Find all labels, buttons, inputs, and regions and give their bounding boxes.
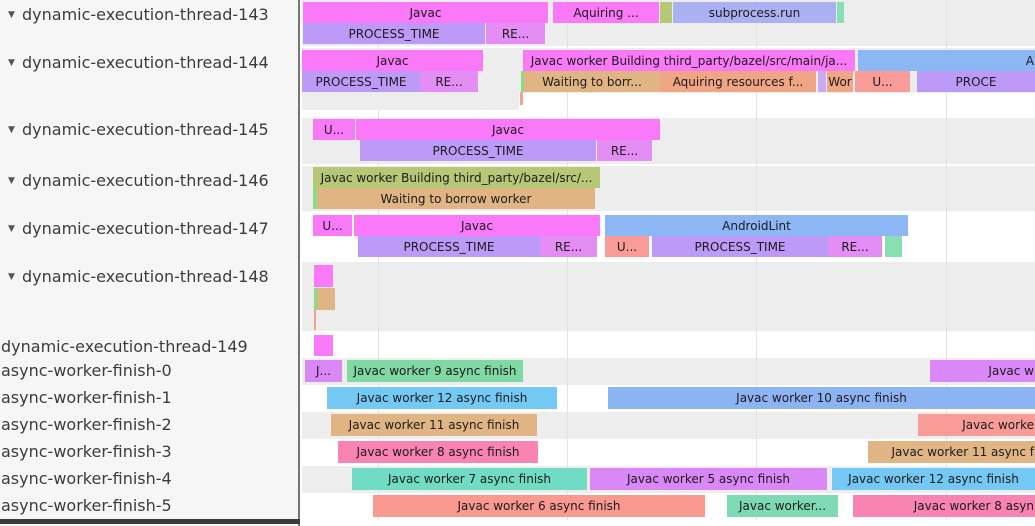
track-label-text: dynamic-execution-thread-145 — [22, 120, 269, 139]
time-gridline — [378, 0, 379, 520]
trace-event-bar[interactable]: Javac w — [930, 360, 1035, 382]
time-gridline — [567, 0, 568, 520]
trace-event-bar[interactable]: PROCESS_TIME — [652, 236, 828, 257]
track-band-dynamic-execution-thread-148 — [302, 262, 1035, 331]
track-label-async-worker-finish-1[interactable]: async-worker-finish-1 — [0, 388, 301, 407]
collapse-triangle-icon[interactable]: ▼ — [8, 271, 15, 282]
collapse-triangle-icon[interactable]: ▼ — [8, 223, 15, 234]
trace-event-bar[interactable]: Javac worker 8 async finish — [338, 441, 538, 463]
trace-event-bar[interactable]: Aquiring ... — [553, 2, 659, 23]
trace-event-sliver[interactable] — [818, 71, 826, 92]
trace-event-bar[interactable]: Javac worker Building third_party/bazel/… — [313, 167, 600, 188]
trace-event-bar[interactable]: Wor — [827, 71, 853, 92]
trace-event-bar[interactable]: Javac worker Building third_party/bazel/… — [523, 50, 855, 71]
collapse-triangle-icon[interactable]: ▼ — [8, 175, 15, 186]
trace-event-bar[interactable]: Javac — [354, 215, 600, 236]
trace-event-bar[interactable]: U... — [313, 215, 352, 236]
track-label-dynamic-execution-thread-149[interactable]: dynamic-execution-thread-149 — [0, 337, 301, 356]
trace-event-bar[interactable]: AndroidLint — [605, 215, 908, 236]
trace-event-bar[interactable]: RE... — [540, 236, 597, 257]
trace-tick-marker[interactable] — [314, 310, 316, 330]
trace-event-bar[interactable]: Javac worke — [918, 414, 1035, 436]
track-label-dynamic-execution-thread-146[interactable]: ▼ dynamic-execution-thread-146 — [0, 171, 300, 190]
trace-event-bar[interactable]: Waiting to borrow worker — [317, 188, 595, 209]
trace-event-bar[interactable]: Javac — [303, 2, 548, 23]
timeline-chart: Javac Aquiring ... subprocess.run PROCESS_T… — [302, 0, 1035, 526]
track-label-async-worker-finish-4[interactable]: async-worker-finish-4 — [0, 469, 301, 488]
trace-event-bar[interactable]: Javac — [302, 50, 483, 71]
track-label-text: dynamic-execution-thread-147 — [22, 219, 269, 238]
trace-event-sliver[interactable] — [837, 2, 844, 23]
trace-event-bar[interactable]: U... — [855, 71, 910, 92]
track-label-text: async-worker-finish-3 — [1, 442, 172, 461]
trace-event-bar[interactable]: PROCESS_TIME — [360, 140, 596, 161]
trace-event-bar[interactable]: Javac worker 9 async finish — [347, 360, 523, 382]
trace-event-bar[interactable]: RE... — [486, 23, 545, 44]
subtrack-strip — [302, 92, 519, 110]
trace-event-bar[interactable]: PROCE — [917, 71, 1035, 92]
track-label-dynamic-execution-thread-143[interactable]: ▼ dynamic-execution-thread-143 — [0, 5, 300, 24]
trace-event-bar[interactable]: Waiting to borr... — [524, 71, 660, 92]
trace-event-bar[interactable]: Javac worker 8 asyn — [853, 495, 1035, 517]
track-label-text: dynamic-execution-thread-149 — [1, 337, 248, 356]
track-label-dynamic-execution-thread-145[interactable]: ▼ dynamic-execution-thread-145 — [0, 120, 300, 139]
trace-event-sliver[interactable] — [317, 288, 335, 310]
track-label-text: async-worker-finish-4 — [1, 469, 172, 488]
trace-event-sliver[interactable] — [313, 188, 319, 209]
trace-event-bar[interactable]: Javac worker 6 async finish — [373, 495, 705, 517]
trace-event-bar[interactable]: RE... — [420, 71, 478, 92]
trace-event-sliver[interactable] — [314, 265, 333, 287]
trace-event-bar[interactable]: J... — [305, 360, 342, 382]
track-label-dynamic-execution-thread-147[interactable]: ▼ dynamic-execution-thread-147 — [0, 219, 300, 238]
track-label-text: async-worker-finish-0 — [1, 361, 172, 380]
track-label-text: async-worker-finish-5 — [1, 496, 172, 515]
trace-event-bar[interactable]: PROCESS_TIME — [303, 23, 485, 44]
track-label-dynamic-execution-thread-144[interactable]: ▼ dynamic-execution-thread-144 — [0, 53, 300, 72]
trace-event-bar[interactable]: Javac worker 10 async finish — [608, 387, 1035, 409]
track-label-async-worker-finish-2[interactable]: async-worker-finish-2 — [0, 415, 301, 434]
trace-event-sliver[interactable] — [660, 2, 672, 23]
track-label-async-worker-finish-3[interactable]: async-worker-finish-3 — [0, 442, 301, 461]
sidebar-bottom-edge — [0, 519, 300, 524]
trace-event-bar[interactable]: A — [858, 50, 1035, 71]
time-gridline — [946, 0, 947, 520]
trace-event-bar[interactable]: RE... — [597, 140, 652, 161]
track-label-async-worker-finish-5[interactable]: async-worker-finish-5 — [0, 496, 301, 515]
trace-event-bar[interactable]: RE... — [828, 236, 882, 257]
trace-event-bar[interactable]: Javac worker 11 async f — [868, 441, 1035, 463]
track-label-text: dynamic-execution-thread-148 — [22, 267, 269, 286]
trace-event-bar[interactable]: Javac worker 12 async finish — [327, 387, 557, 409]
trace-event-bar[interactable]: PROCESS_TIME — [302, 71, 420, 92]
track-label-text: async-worker-finish-2 — [1, 415, 172, 434]
trace-event-bar[interactable]: U... — [605, 236, 649, 257]
track-name-sidebar: ▼ dynamic-execution-thread-143 ▼ dynamic-ex… — [0, 0, 300, 526]
collapse-triangle-icon[interactable]: ▼ — [8, 57, 15, 68]
track-label-text: dynamic-execution-thread-144 — [22, 53, 269, 72]
trace-event-bar[interactable]: Javac worker 12 async finish — [832, 468, 1035, 490]
trace-event-bar[interactable]: Javac worker 11 async finish — [331, 414, 537, 436]
time-gridline — [756, 0, 757, 520]
trace-event-bar[interactable]: PROCESS_TIME — [358, 236, 540, 257]
trace-event-bar[interactable]: subprocess.run — [673, 2, 836, 23]
trace-event-bar[interactable]: U... — [313, 119, 355, 140]
track-label-text: dynamic-execution-thread-146 — [22, 171, 269, 190]
track-label-text: dynamic-execution-thread-143 — [22, 5, 269, 24]
trace-event-sliver[interactable] — [314, 335, 333, 356]
track-label-async-worker-finish-0[interactable]: async-worker-finish-0 — [0, 361, 301, 380]
collapse-triangle-icon[interactable]: ▼ — [8, 9, 15, 20]
trace-event-bar[interactable]: Javac worker 7 async finish — [352, 468, 587, 490]
collapse-triangle-icon[interactable]: ▼ — [8, 124, 15, 135]
trace-event-bar[interactable]: Javac worker... — [727, 495, 838, 517]
trace-event-bar[interactable]: Javac — [356, 119, 660, 140]
trace-event-bar[interactable]: Aquiring resources f... — [660, 71, 816, 92]
trace-tick-marker[interactable] — [520, 92, 523, 105]
track-label-text: async-worker-finish-1 — [1, 388, 172, 407]
trace-event-sliver[interactable] — [885, 236, 902, 257]
track-label-dynamic-execution-thread-148[interactable]: ▼ dynamic-execution-thread-148 — [0, 267, 300, 286]
trace-event-bar[interactable]: Javac worker 5 async finish — [590, 468, 827, 490]
